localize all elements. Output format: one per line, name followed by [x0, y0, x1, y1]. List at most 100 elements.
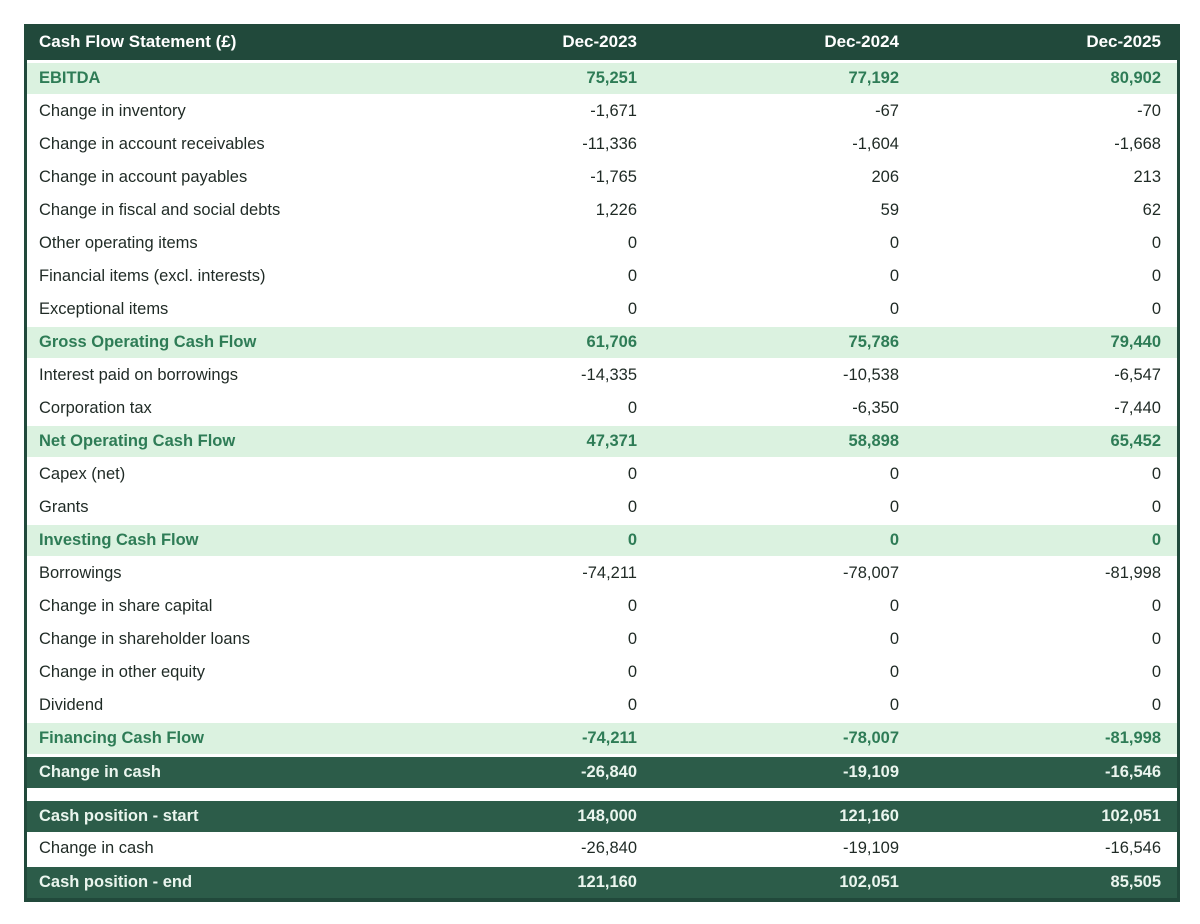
table-row: Change in shareholder loans 0 0 0: [27, 623, 1177, 656]
table-row: Cash position - end 121,160 102,051 85,505: [27, 865, 1177, 898]
column-header-dec-2023: Dec-2023: [562, 32, 637, 51]
row-value: -1,765: [590, 168, 637, 186]
row-label: Change in account payables: [39, 168, 248, 186]
row-value: -7,440: [1114, 399, 1161, 417]
row-value: 0: [889, 498, 899, 516]
table-row: Exceptional items 0 0 0: [27, 293, 1177, 326]
row-value: -81,998: [1105, 729, 1161, 747]
row-value: 85,505: [1110, 873, 1161, 891]
row-value: -19,109: [843, 763, 899, 781]
column-header-dec-2025: Dec-2025: [1086, 32, 1161, 51]
row-label: Change in other equity: [39, 663, 206, 681]
row-value: 0: [1151, 267, 1161, 285]
row-label: Change in fiscal and social debts: [39, 201, 281, 219]
row-value: -67: [875, 102, 899, 120]
row-value: 62: [1142, 201, 1161, 219]
table-row: Change in other equity 0 0 0: [27, 656, 1177, 689]
row-value: 0: [889, 531, 899, 549]
row-label: Financial items (excl. interests): [39, 267, 266, 285]
table-row: Financing Cash Flow -74,211 -78,007 -81,998: [27, 722, 1177, 755]
table-row: Capex (net) 0 0 0: [27, 458, 1177, 491]
row-value: 0: [889, 663, 899, 681]
row-value: 0: [627, 630, 637, 648]
row-value: 121,160: [577, 873, 637, 891]
row-value: -1,671: [590, 102, 637, 120]
row-value: 102,051: [1101, 807, 1161, 825]
cash-flow-statement-table: Cash Flow Statement (£) Dec-2023 Dec-202…: [24, 24, 1180, 902]
row-value: 0: [627, 663, 637, 681]
row-value: 0: [1151, 597, 1161, 615]
row-value: -26,840: [581, 839, 637, 857]
row-value: 79,440: [1110, 333, 1161, 351]
table-row: Financial items (excl. interests) 0 0 0: [27, 260, 1177, 293]
row-label: Capex (net): [39, 465, 126, 483]
row-value: 0: [1151, 531, 1161, 549]
table-row: EBITDA 75,251 77,192 80,902: [27, 62, 1177, 95]
row-value: -11,336: [582, 135, 637, 153]
row-value: -16,546: [1105, 839, 1161, 857]
row-value: 59: [880, 201, 899, 219]
row-value: 0: [889, 630, 899, 648]
table-row: Dividend 0 0 0: [27, 689, 1177, 722]
table-row: Change in fiscal and social debts 1,226 59…: [27, 194, 1177, 227]
row-value: -16,546: [1105, 763, 1161, 781]
row-label: Cash position - end: [39, 873, 193, 891]
row-value: -6,350: [852, 399, 899, 417]
row-label: Grants: [39, 498, 89, 516]
row-value: 75,251: [586, 69, 637, 87]
row-value: -26,840: [581, 763, 637, 781]
row-value: -74,211: [581, 729, 637, 747]
row-value: 0: [1151, 300, 1161, 318]
row-label: Corporation tax: [39, 399, 152, 417]
row-label: Borrowings: [39, 564, 122, 582]
row-value: 0: [627, 531, 637, 549]
row-value: 213: [1133, 168, 1161, 186]
table-row: Gross Operating Cash Flow 61,706 75,786 79,…: [27, 326, 1177, 359]
row-value: -74,211: [582, 564, 637, 582]
column-header-dec-2024: Dec-2024: [824, 32, 899, 51]
table-row: Change in account receivables -11,336 -1,6…: [27, 128, 1177, 161]
row-label: Exceptional items: [39, 300, 169, 318]
row-value: -10,538: [843, 366, 899, 384]
row-value: 0: [1151, 465, 1161, 483]
row-value: 102,051: [839, 873, 899, 891]
row-label: Other operating items: [39, 234, 198, 252]
row-value: 0: [889, 300, 899, 318]
row-label: Dividend: [39, 696, 104, 714]
row-value: -1,668: [1114, 135, 1161, 153]
row-value: -1,604: [852, 135, 899, 153]
row-value: 80,902: [1110, 69, 1161, 87]
table-row: Other operating items 0 0 0: [27, 227, 1177, 260]
table-row: Net Operating Cash Flow 47,371 58,898 65,45…: [27, 425, 1177, 458]
row-value: 47,371: [586, 432, 637, 450]
row-value: 0: [627, 300, 637, 318]
row-label: Change in account receivables: [39, 135, 265, 153]
row-value: -70: [1137, 102, 1161, 120]
row-label: Change in share capital: [39, 597, 213, 615]
table-row: Change in cash -26,840 -19,109 -16,546: [27, 832, 1177, 865]
row-value: -6,547: [1114, 366, 1161, 384]
table-row: Investing Cash Flow 0 0 0: [27, 524, 1177, 557]
row-value: 0: [627, 465, 637, 483]
table-row: Change in inventory -1,671 -67 -70: [27, 95, 1177, 128]
row-value: 121,160: [839, 807, 899, 825]
table-row: Borrowings -74,211 -78,007 -81,998: [27, 557, 1177, 590]
row-label: EBITDA: [39, 69, 101, 87]
table-row: Change in cash -26,840 -19,109 -16,546: [27, 755, 1177, 788]
row-value: 0: [1151, 663, 1161, 681]
row-value: 0: [1151, 498, 1161, 516]
table-row: Change in share capital 0 0 0: [27, 590, 1177, 623]
row-value: 0: [627, 234, 637, 252]
row-value: 0: [1151, 696, 1161, 714]
row-value: 65,452: [1110, 432, 1161, 450]
row-value: 75,786: [848, 333, 899, 351]
row-label: Change in cash: [39, 763, 161, 781]
row-value: -78,007: [843, 729, 899, 747]
table-row: Change in account payables -1,765 206 213: [27, 161, 1177, 194]
row-value: -19,109: [843, 839, 899, 857]
row-value: 0: [627, 399, 637, 417]
row-value: 0: [889, 597, 899, 615]
table-row: Interest paid on borrowings -14,335 -10,53…: [27, 359, 1177, 392]
row-value: 0: [1151, 234, 1161, 252]
